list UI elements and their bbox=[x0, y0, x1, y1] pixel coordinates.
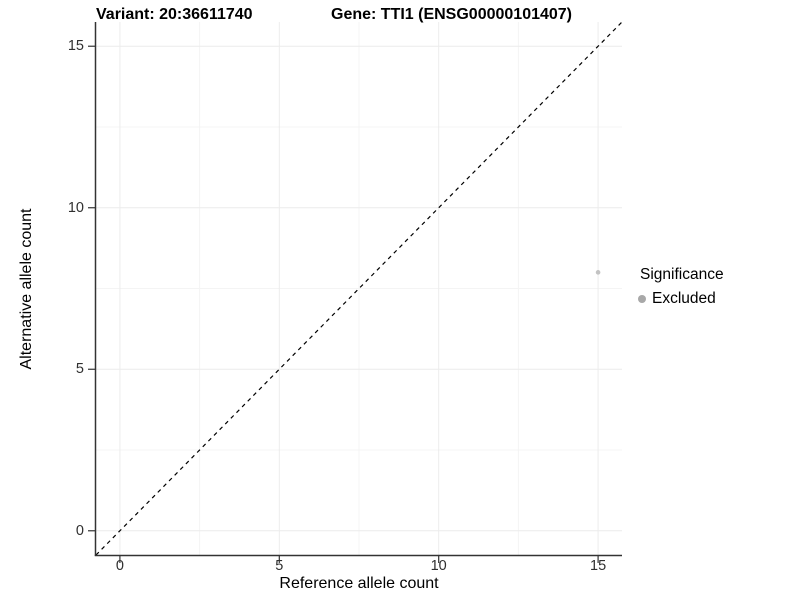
y-axis-tick-label: 10 bbox=[67, 199, 84, 216]
legend-item-label: Excluded bbox=[652, 290, 716, 307]
data-point bbox=[595, 270, 601, 275]
x-axis-tick-label: 10 bbox=[430, 558, 447, 574]
x-axis-tick-label: 5 bbox=[275, 558, 284, 574]
plot-title-variant: Variant: 20:36611740 bbox=[96, 6, 253, 23]
x-axis-tick-label: 0 bbox=[115, 558, 124, 574]
legend: Significance Excluded bbox=[638, 266, 724, 308]
x-axis-tick-label: 15 bbox=[590, 558, 607, 574]
y-axis-tick-label: 0 bbox=[75, 522, 84, 539]
x-axis-title: Reference allele count bbox=[279, 575, 439, 592]
identity-dashed-line bbox=[95, 21, 623, 556]
y-axis-tick-label: 5 bbox=[75, 361, 84, 378]
legend-title: Significance bbox=[640, 266, 724, 283]
legend-item-excluded: Excluded bbox=[638, 290, 724, 308]
y-axis-title: Alternative allele count bbox=[18, 208, 35, 370]
plot-title-gene: Gene: TTI1 (ENSG00000101407) bbox=[331, 6, 573, 23]
y-axis-tick-label: 15 bbox=[67, 38, 84, 55]
circle-marker-icon bbox=[638, 295, 646, 303]
